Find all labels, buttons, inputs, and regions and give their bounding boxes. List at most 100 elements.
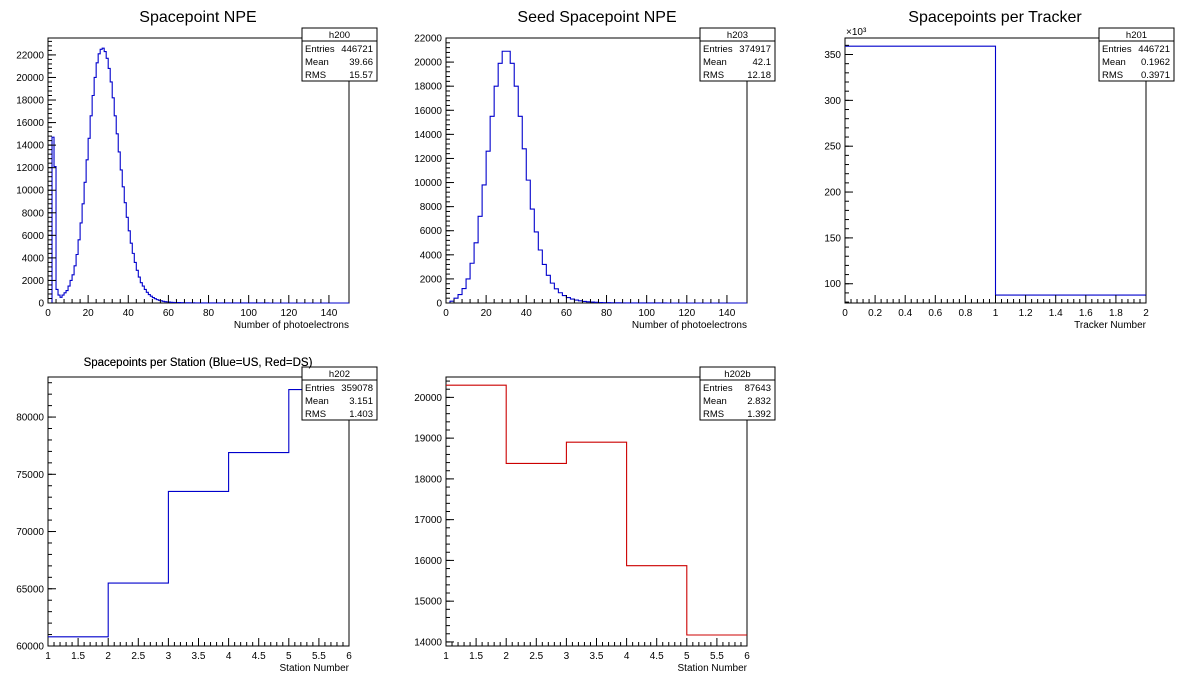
histogram-line-h203 <box>446 50 747 304</box>
y-tick-label: 8000 <box>22 208 45 219</box>
x-tick-label: 1.2 <box>1019 308 1033 319</box>
y-tick-label: 17000 <box>414 515 442 526</box>
stats-mean-label: Mean <box>703 57 727 68</box>
x-tick-label: 0 <box>45 308 51 319</box>
x-axis-label: Station Number <box>280 663 350 674</box>
stats-box-frame <box>301 27 378 82</box>
stats-entries-label: Entries <box>703 44 733 55</box>
x-tick-label: 60 <box>163 308 175 319</box>
x-tick-label: 120 <box>678 308 695 319</box>
stats-box-h201: h201 Entries 446721 Mean 0.1962 RMS 0.3971 <box>1098 27 1175 82</box>
stats-mean-label: Mean <box>305 57 329 68</box>
x-tick-label: 2 <box>105 651 111 662</box>
x-tick-label: 5 <box>286 651 292 662</box>
stats-name: h203 <box>727 30 748 41</box>
x-tick-label: 100 <box>638 308 655 319</box>
x-tick-label: 100 <box>240 308 257 319</box>
y-tick-label: 16000 <box>414 106 442 117</box>
x-tick-label: 20 <box>83 308 95 319</box>
histogram-line-h202b <box>446 384 747 636</box>
x-tick-label: 1.8 <box>1109 308 1123 319</box>
x-tick-label: 5.5 <box>312 651 326 662</box>
stats-box-h202b: h202b Entries 87643 Mean 2.832 RMS 1.392 <box>699 366 776 421</box>
chart-title: Spacepoints per Tracker <box>908 9 1082 26</box>
stats-rms-value: 1.392 <box>747 409 771 420</box>
y-tick-label: 18000 <box>414 82 442 93</box>
y-tick-label: 18000 <box>414 474 442 485</box>
y-tick-label: 350 <box>824 50 841 61</box>
x-tick-label: 140 <box>321 308 338 319</box>
x-axis-label: Station Number <box>678 663 748 674</box>
y-tick-label: 2000 <box>420 274 443 285</box>
stats-rms-value: 0.3971 <box>1141 70 1170 81</box>
y-tick-label: 20000 <box>414 58 442 69</box>
y-tick-label: 0 <box>436 299 442 310</box>
y-tick-label: 8000 <box>420 202 443 213</box>
chart-title: Spacepoint NPE <box>139 9 256 26</box>
stats-box-h203: h203 Entries 374917 Mean 42.1 RMS 12.18 <box>699 27 776 82</box>
stats-rms-label: RMS <box>703 409 724 420</box>
x-tick-label: 0.6 <box>928 308 942 319</box>
y-tick-label: 12000 <box>16 163 44 174</box>
stats-mean-value: 39.66 <box>349 57 373 68</box>
y-tick-label: 15000 <box>414 597 442 608</box>
stats-entries-value: 446721 <box>341 44 373 55</box>
stats-entries-value: 359078 <box>341 383 373 394</box>
x-tick-label: 1 <box>45 651 51 662</box>
histogram-panel-h201: Spacepoints per Tracker 0 0.2 0.4 0.6 0.8 1 1.2… <box>824 9 1175 331</box>
stats-entries-value: 87643 <box>745 383 771 394</box>
x-tick-label: 4 <box>624 651 630 662</box>
x-tick-label: 6 <box>744 651 750 662</box>
x-tick-label: 20 <box>481 308 493 319</box>
stats-mean-label: Mean <box>305 396 329 407</box>
stats-mean-value: 0.1962 <box>1141 57 1170 68</box>
y-tick-label: 4000 <box>420 250 443 261</box>
x-tick-label: 3.5 <box>590 651 604 662</box>
x-tick-label: 80 <box>203 308 215 319</box>
x-tick-label: 5.5 <box>710 651 724 662</box>
stats-box-frame <box>301 366 378 421</box>
stats-rms-label: RMS <box>305 409 326 420</box>
stats-entries-label: Entries <box>703 383 733 394</box>
y-tick-label: 70000 <box>16 527 44 538</box>
y-tick-label: 22000 <box>16 50 44 61</box>
stats-box-frame <box>699 27 776 82</box>
x-tick-label: 40 <box>123 308 135 319</box>
stats-entries-value: 374917 <box>739 44 771 55</box>
x-tick-label: 140 <box>719 308 736 319</box>
x-tick-label: 80 <box>601 308 613 319</box>
y-tick-label: 19000 <box>414 434 442 445</box>
y-tick-label: 10000 <box>16 186 44 197</box>
y-tick-label: 18000 <box>16 96 44 107</box>
x-tick-label: 60 <box>561 308 573 319</box>
y-tick-label: 20000 <box>16 73 44 84</box>
y-tick-label: 0 <box>38 299 44 310</box>
x-tick-label: 40 <box>521 308 533 319</box>
stats-box-h200: h200 Entries 446721 Mean 39.66 RMS 15.57 <box>301 27 378 82</box>
x-tick-label: 2.5 <box>131 651 145 662</box>
y-tick-label: 150 <box>824 233 841 244</box>
stats-box-frame <box>1098 27 1175 82</box>
stats-mean-value: 42.1 <box>753 57 772 68</box>
x-tick-label: 0.8 <box>958 308 972 319</box>
histogram-panel-h202b: Spacepoints per Station (Blue=US, Red=DS… <box>84 357 776 674</box>
y-tick-label: 12000 <box>414 154 442 165</box>
x-tick-label: 120 <box>280 308 297 319</box>
histogram-panel-h203: Seed Spacepoint NPE 0 20 40 60 80 100 120 140 0 20… <box>414 9 776 331</box>
histogram-panel-h202: Spacepoints per Station (Blue=US, Red=DS… <box>16 357 378 674</box>
x-tick-label: 3 <box>564 651 570 662</box>
x-tick-label: 1.6 <box>1079 308 1093 319</box>
x-tick-label: 1 <box>993 308 999 319</box>
x-tick-label: 2 <box>503 651 509 662</box>
stats-entries-label: Entries <box>305 383 335 394</box>
x-tick-label: 5 <box>684 651 690 662</box>
x-tick-label: 2 <box>1143 308 1149 319</box>
y-tick-label: 65000 <box>16 584 44 595</box>
x-tick-label: 1.5 <box>71 651 85 662</box>
stats-rms-value: 15.57 <box>349 70 373 81</box>
stats-entries-label: Entries <box>305 44 335 55</box>
stats-name: h200 <box>329 30 350 41</box>
y-tick-label: 4000 <box>22 253 45 264</box>
stats-rms-label: RMS <box>703 70 724 81</box>
